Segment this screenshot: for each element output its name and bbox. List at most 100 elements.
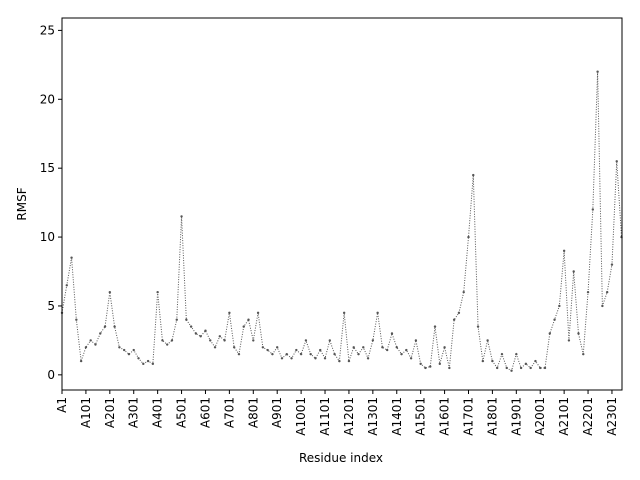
point — [605, 290, 609, 294]
x-tick-label: A2201 — [581, 397, 595, 436]
x-tick-label: A701 — [222, 397, 236, 428]
point — [500, 352, 504, 356]
point — [481, 359, 485, 363]
x-tick-label: A1701 — [461, 397, 475, 436]
point — [333, 352, 336, 356]
point — [457, 311, 461, 315]
point — [472, 173, 475, 177]
y-tick-label: 25 — [40, 23, 55, 37]
point — [366, 357, 370, 360]
point — [357, 352, 360, 356]
point — [347, 359, 351, 363]
point — [524, 362, 528, 366]
point — [534, 359, 537, 363]
x-tick-label: A1401 — [390, 397, 404, 436]
point — [338, 359, 341, 363]
point — [572, 270, 575, 273]
point — [237, 352, 241, 356]
point — [199, 335, 202, 338]
point — [352, 346, 355, 349]
point — [252, 339, 255, 342]
point — [99, 332, 102, 335]
point — [285, 352, 288, 356]
point — [562, 249, 566, 253]
point — [242, 325, 245, 328]
point — [122, 348, 126, 352]
point — [548, 332, 551, 335]
point — [194, 332, 198, 335]
point — [247, 318, 250, 321]
point — [596, 70, 599, 73]
point — [495, 366, 499, 370]
point — [314, 357, 317, 360]
x-tick-label: A1601 — [438, 397, 452, 436]
point — [232, 346, 236, 349]
point — [84, 346, 88, 349]
point — [452, 318, 456, 321]
rmsf-line — [61, 71, 623, 372]
point — [295, 348, 298, 352]
point — [438, 362, 441, 366]
point — [103, 325, 107, 328]
point — [266, 348, 269, 352]
point — [189, 325, 193, 328]
y-tick-label: 0 — [47, 368, 55, 382]
point — [381, 346, 384, 349]
point — [256, 311, 260, 315]
point — [376, 311, 379, 315]
x-tick-label: A2001 — [533, 397, 547, 436]
point — [175, 318, 178, 321]
x-tick-label: A801 — [246, 397, 260, 428]
point — [405, 348, 408, 352]
point — [290, 357, 293, 360]
x-tick-label: A1001 — [294, 397, 308, 436]
x-tick-label: A301 — [127, 397, 141, 428]
y-tick-label: 5 — [47, 299, 55, 313]
point — [309, 352, 312, 356]
point — [161, 339, 164, 342]
x-tick-label: A601 — [198, 397, 212, 428]
point — [462, 290, 465, 294]
y-axis-label: RMSF — [15, 187, 29, 220]
point — [424, 366, 427, 370]
point — [409, 357, 413, 360]
point — [166, 343, 169, 346]
point — [89, 339, 92, 342]
x-tick-label: A501 — [175, 397, 189, 428]
point — [127, 352, 131, 356]
point — [94, 343, 97, 346]
point — [385, 348, 389, 352]
point — [151, 362, 155, 366]
point — [204, 329, 207, 332]
point — [390, 332, 394, 335]
x-tick-label: A1801 — [485, 397, 499, 436]
x-tick-label: A1901 — [509, 397, 523, 436]
point — [108, 290, 112, 294]
point — [539, 366, 542, 370]
x-tick-label: A2301 — [605, 397, 619, 436]
x-tick-label: A1201 — [342, 397, 356, 436]
point — [433, 325, 437, 328]
point — [113, 325, 116, 328]
x-tick-label: A401 — [151, 397, 165, 428]
point — [170, 339, 174, 342]
x-tick-label: A1301 — [366, 397, 380, 436]
point — [280, 357, 284, 360]
point — [276, 346, 279, 349]
point — [414, 339, 418, 342]
point — [223, 339, 226, 342]
x-tick-label: A1 — [55, 397, 69, 413]
x-tick-label: A2101 — [557, 397, 571, 436]
x-axis-label: Residue index — [299, 451, 383, 465]
point — [342, 311, 346, 315]
point — [271, 352, 274, 356]
point — [218, 335, 222, 338]
point — [328, 339, 332, 342]
point — [209, 339, 212, 342]
point — [510, 369, 513, 372]
x-tick-label: A201 — [103, 397, 117, 428]
point — [529, 366, 532, 370]
point — [362, 346, 365, 349]
point — [491, 359, 494, 363]
point — [567, 339, 571, 342]
